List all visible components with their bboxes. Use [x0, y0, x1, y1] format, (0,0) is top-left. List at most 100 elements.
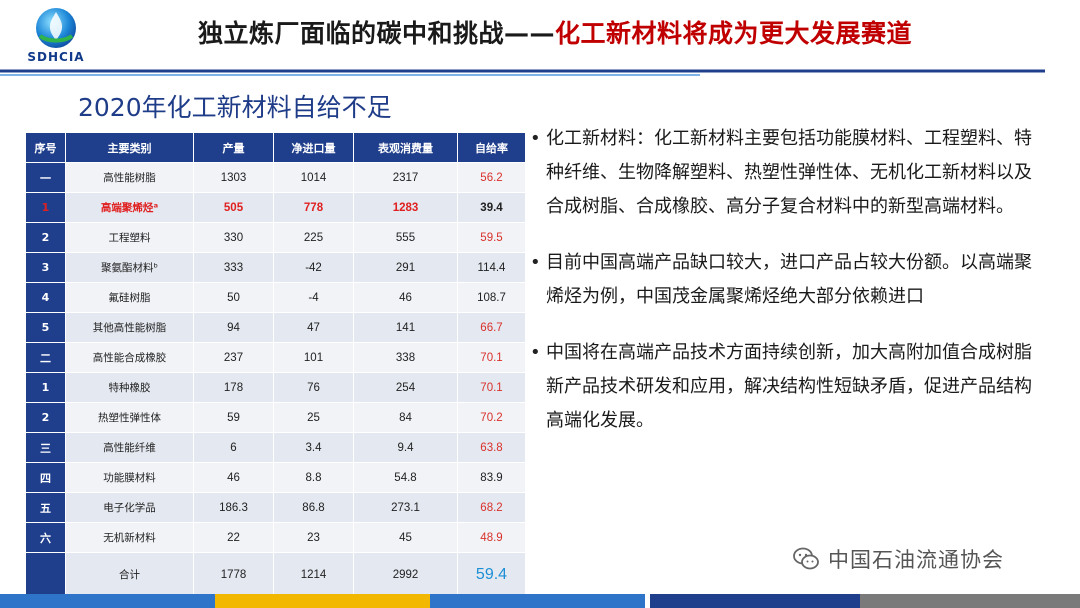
cell-index: 一	[25, 162, 66, 193]
table-row: 五 电子化学品 186.3 86.8 273.1 68.2	[25, 492, 526, 523]
cell-consumption: 2317	[353, 162, 458, 193]
cell-net-import: -4	[273, 282, 354, 313]
cell-net-import: 8.8	[273, 462, 354, 493]
wechat-icon	[793, 547, 819, 570]
cell-index: 1	[25, 192, 66, 223]
bullet-dot-icon: •	[530, 128, 541, 149]
bullet-text: 中国将在高端产品技术方面持续创新，加大高附加值合成树脂新产品技术研发和应用，解决…	[546, 342, 1032, 431]
cell-production: 330	[193, 222, 274, 253]
cell-production: 59	[193, 402, 274, 433]
cell-self-sufficiency: 108.7	[457, 282, 526, 313]
cell-index: 五	[25, 492, 66, 523]
bullet-text: 化工新材料：化工新材料主要包括功能膜材料、工程塑料、特种纤维、生物降解塑料、热塑…	[546, 128, 1032, 217]
table-row: 一 高性能树脂 1303 1014 2317 56.2	[25, 162, 526, 193]
cell-net-import: 778	[273, 192, 354, 223]
cell-production: 22	[193, 522, 274, 553]
cell-self-sufficiency: 39.4	[457, 192, 526, 223]
cell-production: 94	[193, 312, 274, 343]
cell-self-sufficiency: 70.2	[457, 402, 526, 433]
cell-category: 高性能纤维	[65, 432, 194, 463]
cell-consumption: 254	[353, 372, 458, 403]
cell-index: 5	[25, 312, 66, 343]
cell-category: 特种橡胶	[65, 372, 194, 403]
cell-category: 热塑性弹性体	[65, 402, 194, 433]
cell-index: 2	[25, 222, 66, 253]
table-row: 四 功能膜材料 46 8.8 54.8 83.9	[25, 462, 526, 493]
title-part-1: 独立炼厂面临的碳中和挑战——	[198, 19, 556, 48]
cell-net-import: -42	[273, 252, 354, 283]
footer-segment	[860, 594, 1080, 608]
table-total-row: 合计 1778 1214 2992 59.4	[25, 552, 526, 597]
cell-production: 50	[193, 282, 274, 313]
cell-production: 237	[193, 342, 274, 373]
cell-net-import: 3.4	[273, 432, 354, 463]
bullet-text: 目前中国高端产品缺口较大，进口产品占较大份额。以高端聚烯烃为例，中国茂金属聚烯烃…	[546, 252, 1032, 307]
cell-category: 合计	[65, 552, 194, 597]
cell-net-import: 25	[273, 402, 354, 433]
header-cell: 自给率	[457, 132, 526, 163]
footer-segment	[0, 594, 215, 608]
brand-text: SDHCIA	[27, 50, 85, 64]
cell-index: 四	[25, 462, 66, 493]
cell-index: 2	[25, 402, 66, 433]
cell-consumption: 2992	[353, 552, 458, 597]
cell-net-import: 76	[273, 372, 354, 403]
cell-production: 186.3	[193, 492, 274, 523]
watermark-text: 中国石油流通协会	[828, 548, 1004, 572]
cell-production: 46	[193, 462, 274, 493]
cell-self-sufficiency: 48.9	[457, 522, 526, 553]
table-row-highlight: 1 高端聚烯烃ᵃ 505 778 1283 39.4	[25, 192, 526, 223]
cell-consumption: 46	[353, 282, 458, 313]
cell-net-import: 47	[273, 312, 354, 343]
cell-index: 4	[25, 282, 66, 313]
table-row: 三 高性能纤维 6 3.4 9.4 63.8	[25, 432, 526, 463]
cell-self-sufficiency: 66.7	[457, 312, 526, 343]
cell-self-sufficiency: 59.5	[457, 222, 526, 253]
cell-net-import: 101	[273, 342, 354, 373]
bullet-list: • 化工新材料：化工新材料主要包括功能膜材料、工程塑料、特种纤维、生物降解塑料、…	[530, 122, 1050, 460]
cell-net-import: 86.8	[273, 492, 354, 523]
footer-segment	[650, 594, 860, 608]
section-subtitle: 2020年化工新材料自给不足	[78, 93, 392, 122]
cell-category: 氟硅树脂	[65, 282, 194, 313]
cell-index: 二	[25, 342, 66, 373]
header-divider	[0, 69, 1045, 76]
table-row: 4 氟硅树脂 50 -4 46 108.7	[25, 282, 526, 313]
cell-consumption: 45	[353, 522, 458, 553]
table-row: 1 特种橡胶 178 76 254 70.1	[25, 372, 526, 403]
cell-category: 无机新材料	[65, 522, 194, 553]
page-title: 独立炼厂面临的碳中和挑战——化工新材料将成为更大发展赛道	[198, 14, 912, 50]
table-row: 2 工程塑料 330 225 555 59.5	[25, 222, 526, 253]
header-cell: 净进口量	[273, 132, 354, 163]
cell-consumption: 1283	[353, 192, 458, 223]
cell-production: 333	[193, 252, 274, 283]
table-row: 5 其他高性能树脂 94 47 141 66.7	[25, 312, 526, 343]
cell-index: 六	[25, 522, 66, 553]
cell-consumption: 555	[353, 222, 458, 253]
cell-consumption: 291	[353, 252, 458, 283]
table-row: 二 高性能合成橡胶 237 101 338 70.1	[25, 342, 526, 373]
header-cell: 主要类别	[65, 132, 194, 163]
cell-production: 1303	[193, 162, 274, 193]
watermark: 中国石油流通协会	[792, 544, 1004, 574]
cell-self-sufficiency: 70.1	[457, 342, 526, 373]
cell-consumption: 84	[353, 402, 458, 433]
cell-index	[25, 552, 66, 597]
cell-self-sufficiency: 70.1	[457, 372, 526, 403]
title-part-2: 化工新材料将成为更大发展赛道	[555, 19, 913, 48]
cell-category: 其他高性能树脂	[65, 312, 194, 343]
table-row: 3 聚氨酯材料ᵇ 333 -42 291 114.4	[25, 252, 526, 283]
bullet-item: • 目前中国高端产品缺口较大，进口产品占较大份额。以高端聚烯烃为例，中国茂金属聚…	[530, 246, 1050, 314]
cell-category: 功能膜材料	[65, 462, 194, 493]
table-row: 六 无机新材料 22 23 45 48.9	[25, 522, 526, 553]
bullet-item: • 中国将在高端产品技术方面持续创新，加大高附加值合成树脂新产品技术研发和应用，…	[530, 336, 1050, 438]
cell-consumption: 54.8	[353, 462, 458, 493]
cell-index: 1	[25, 372, 66, 403]
cell-consumption: 141	[353, 312, 458, 343]
footer-segment	[645, 594, 650, 608]
cell-production: 1778	[193, 552, 274, 597]
cell-self-sufficiency: 83.9	[457, 462, 526, 493]
cell-self-sufficiency: 68.2	[457, 492, 526, 523]
cell-self-sufficiency: 114.4	[457, 252, 526, 283]
cell-production: 505	[193, 192, 274, 223]
